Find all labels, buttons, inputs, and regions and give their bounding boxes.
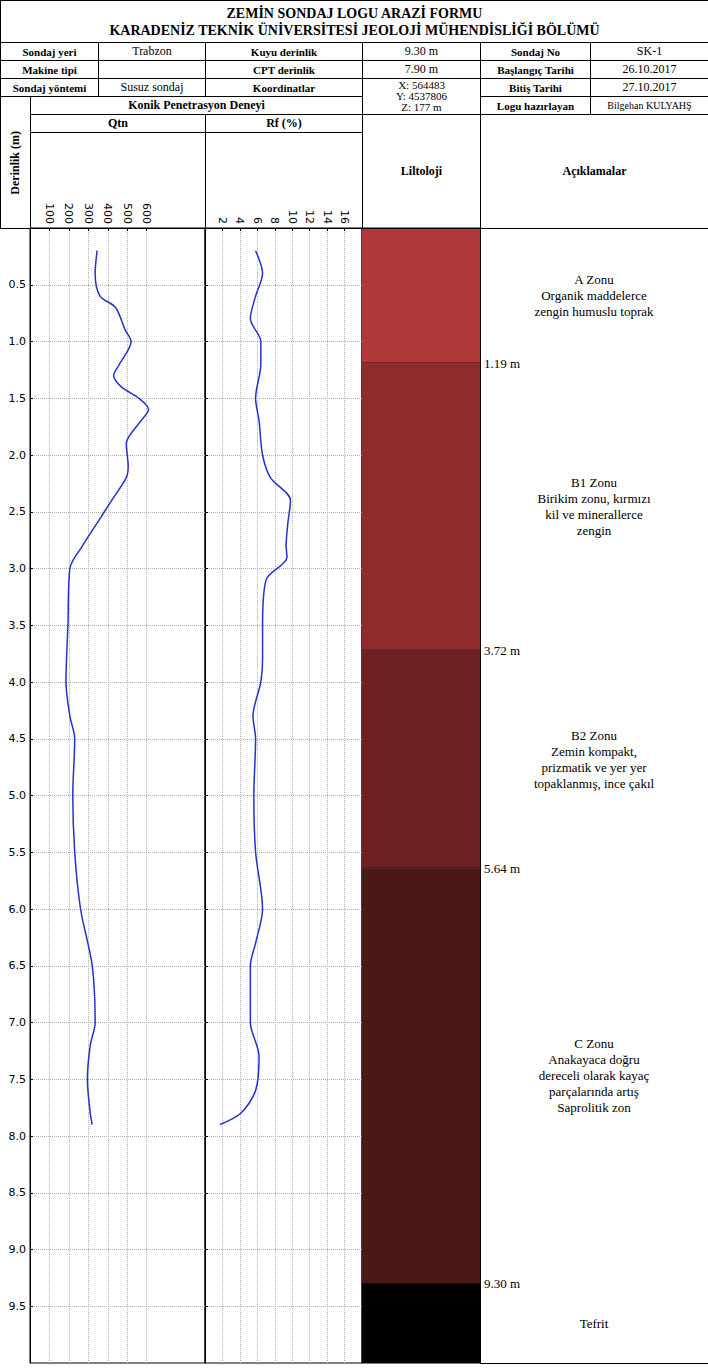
html-text:7.90 m: 7.90 m — [404, 62, 439, 76]
html-text:Açıklamalar: Açıklamalar — [562, 164, 627, 178]
svg-text:12: 12 — [303, 210, 316, 224]
svg-text:2.5: 2.5 — [9, 505, 27, 518]
html-text:26.10.2017: 26.10.2017 — [622, 62, 677, 76]
svg-text:A Zonu: A Zonu — [574, 272, 614, 287]
svg-text:14: 14 — [321, 210, 334, 224]
svg-text:prizmatik ve yer yer: prizmatik ve yer yer — [541, 760, 647, 775]
svg-text:100: 100 — [43, 203, 56, 224]
svg-text:dereceli olarak kayaç: dereceli olarak kayaç — [539, 1068, 650, 1083]
svg-text:2: 2 — [216, 217, 229, 224]
html-text:Konik Penetrasyon Deneyi: Konik Penetrasyon Deneyi — [128, 98, 265, 112]
svg-text:7.5: 7.5 — [9, 1073, 27, 1086]
svg-text:topaklanmış, ince çakıl: topaklanmış, ince çakıl — [534, 776, 655, 791]
svg-text:zengin: zengin — [577, 523, 612, 538]
svg-text:parçalarında artış: parçalarında artış — [549, 1084, 639, 1099]
svg-text:3.5: 3.5 — [9, 619, 27, 632]
html-text:Susuz sondaj: Susuz sondaj — [120, 80, 184, 94]
html-text:9.30 m: 9.30 m — [404, 44, 439, 58]
html-text:Liltoloji: Liltoloji — [400, 164, 443, 178]
html-text:ZEMİN SONDAJ LOGU ARAZİ FORMU: ZEMİN SONDAJ LOGU ARAZİ FORMU KARADENİZ … — [109, 5, 600, 38]
svg-text:B1 Zonu: B1 Zonu — [571, 475, 617, 490]
svg-text:300: 300 — [82, 203, 95, 224]
svg-text:Anakayaca doğru: Anakayaca doğru — [548, 1052, 640, 1067]
svg-text:10: 10 — [286, 210, 299, 224]
html-text:Trabzon: Trabzon — [132, 44, 172, 58]
html-text:X: 564483 Y: 4537806 Z: 177 m: X: 564483 Y: 4537806 Z: 177 m — [395, 79, 448, 113]
html-text:Sondaj No: Sondaj No — [510, 45, 561, 58]
html-text:SK-1: SK-1 — [636, 44, 663, 58]
svg-text:9.30 m: 9.30 m — [484, 1276, 520, 1291]
svg-text:2.0: 2.0 — [9, 449, 27, 462]
svg-text:1.0: 1.0 — [9, 335, 27, 348]
svg-text:6.0: 6.0 — [9, 903, 27, 916]
svg-text:3.72 m: 3.72 m — [484, 643, 520, 658]
html-text:Makine tipi: Makine tipi — [22, 63, 77, 76]
svg-text:6.5: 6.5 — [9, 959, 27, 972]
html-text:Qtn: Qtn — [108, 116, 128, 130]
svg-text:6: 6 — [251, 217, 264, 224]
html-text:Koordinatlar: Koordinatlar — [252, 81, 316, 94]
svg-text:5.5: 5.5 — [9, 846, 27, 859]
svg-text:Birikim zonu, kırmızı: Birikim zonu, kırmızı — [537, 491, 650, 506]
svg-text:200: 200 — [62, 203, 75, 224]
svg-text:1.19 m: 1.19 m — [484, 356, 520, 371]
svg-text:4: 4 — [233, 217, 246, 224]
html-text:Logu hazırlayan: Logu hazırlayan — [496, 99, 575, 112]
svg-text:8: 8 — [268, 217, 281, 224]
svg-text:16: 16 — [338, 210, 351, 224]
svg-text:Organik maddelerce: Organik maddelerce — [541, 288, 647, 303]
svg-text:5.0: 5.0 — [9, 789, 27, 802]
html-text:Başlangıç Tarihi: Başlangıç Tarihi — [497, 63, 574, 76]
html-text:Sondaj yöntemi: Sondaj yöntemi — [12, 81, 87, 94]
svg-text:8.0: 8.0 — [9, 1130, 27, 1143]
html-text:Derinlik (m): Derinlik (m) — [8, 130, 22, 195]
svg-text:500: 500 — [121, 203, 134, 224]
svg-text:Zemin kompakt,: Zemin kompakt, — [551, 744, 637, 759]
svg-text:zengin humuslu toprak: zengin humuslu toprak — [534, 304, 654, 319]
html-text:Sondaj yeri: Sondaj yeri — [22, 45, 77, 58]
html-text:Rf (%): Rf (%) — [266, 116, 302, 130]
svg-text:B2 Zonu: B2 Zonu — [571, 728, 617, 743]
svg-text:9.5: 9.5 — [9, 1300, 27, 1313]
svg-text:5.64 m: 5.64 m — [484, 861, 520, 876]
svg-text:600: 600 — [140, 203, 153, 224]
svg-text:3.0: 3.0 — [9, 562, 27, 575]
html-text:Kuyu derinlik: Kuyu derinlik — [250, 45, 318, 58]
html-text:Bilgehan KULYAHŞ: Bilgehan KULYAHŞ — [607, 100, 692, 111]
svg-text:Saprolitik zon: Saprolitik zon — [557, 1100, 631, 1115]
svg-text:8.5: 8.5 — [9, 1186, 27, 1199]
html-text:CPT derinlik: CPT derinlik — [253, 63, 315, 76]
svg-text:7.0: 7.0 — [9, 1016, 27, 1029]
svg-text:9.0: 9.0 — [9, 1243, 27, 1256]
svg-text:Tefrit: Tefrit — [580, 1316, 609, 1331]
svg-text:0.5: 0.5 — [9, 278, 27, 291]
svg-text:4.5: 4.5 — [9, 732, 27, 745]
svg-text:400: 400 — [101, 203, 114, 224]
svg-text:C Zonu: C Zonu — [574, 1036, 614, 1051]
svg-text:kil ve minerallerce: kil ve minerallerce — [545, 507, 643, 522]
svg-text:1.5: 1.5 — [9, 392, 27, 405]
html-text:27.10.2017: 27.10.2017 — [622, 80, 677, 94]
html-text:Bitiş Tarihi: Bitiş Tarihi — [509, 81, 562, 94]
svg-text:4.0: 4.0 — [9, 676, 27, 689]
